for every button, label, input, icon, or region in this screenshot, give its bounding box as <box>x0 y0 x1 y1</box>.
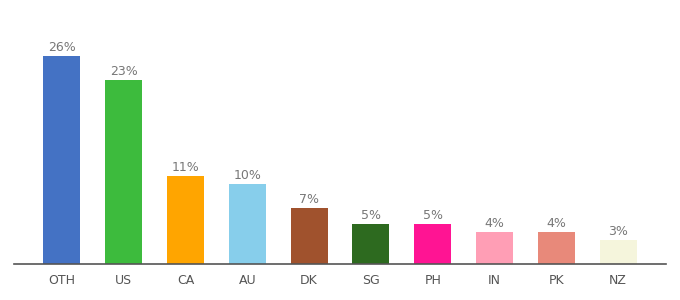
Bar <box>44 56 80 264</box>
Bar <box>290 208 328 264</box>
Bar <box>228 184 266 264</box>
Text: 26%: 26% <box>48 40 75 54</box>
Bar <box>352 224 390 264</box>
Text: 11%: 11% <box>171 160 199 174</box>
Bar <box>600 240 636 264</box>
Text: 5%: 5% <box>423 208 443 222</box>
Text: 4%: 4% <box>547 217 566 230</box>
Text: 5%: 5% <box>361 208 381 222</box>
Text: 3%: 3% <box>608 225 628 238</box>
Bar <box>167 176 204 264</box>
Text: 23%: 23% <box>109 64 137 78</box>
Bar <box>538 232 575 264</box>
Bar <box>476 232 513 264</box>
Text: 4%: 4% <box>485 217 505 230</box>
Bar <box>105 80 142 264</box>
Text: 7%: 7% <box>299 193 319 206</box>
Text: 10%: 10% <box>233 169 261 182</box>
Bar <box>414 224 452 264</box>
